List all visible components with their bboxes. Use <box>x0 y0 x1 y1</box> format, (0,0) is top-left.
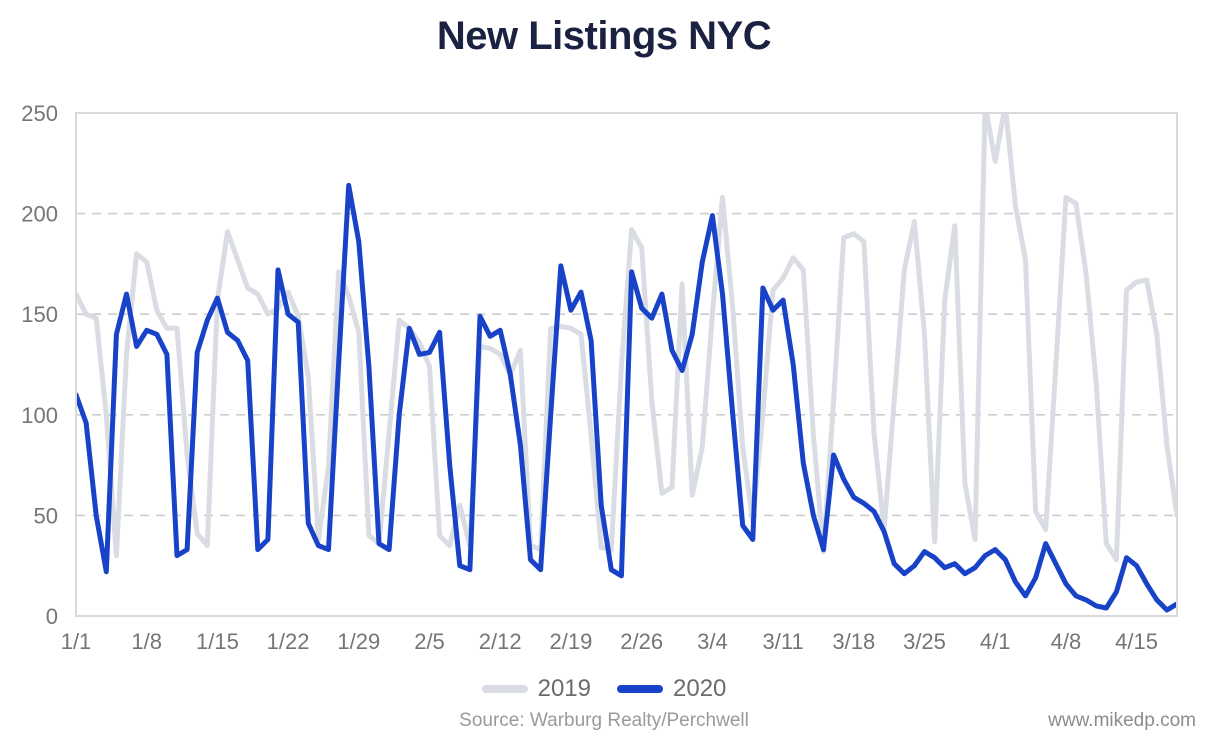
plot-border <box>75 112 1178 617</box>
x-axis-tick-label-4-1: 4/1 <box>980 629 1011 654</box>
y-axis-tick-label-200: 200 <box>21 202 58 227</box>
x-axis-tick-label-4-8: 4/8 <box>1051 629 1082 654</box>
x-axis-tick-label-3-25: 3/25 <box>903 629 946 654</box>
legend: 2019 2020 <box>0 675 1208 703</box>
series-line-2020 <box>76 182 1177 613</box>
legend-swatch-2019-line <box>481 685 528 693</box>
y-axis-tick-label-0: 0 <box>46 604 58 629</box>
legend-label-2020: 2020 <box>673 675 727 702</box>
x-axis-tick-label-4-15: 4/15 <box>1115 629 1158 654</box>
y-axis-tick-label-100: 100 <box>21 403 58 428</box>
series-line-2019 <box>76 113 1177 563</box>
legend-item-2020: 2020 <box>617 675 726 703</box>
x-axis-tick-label-1-22: 1/22 <box>267 629 310 654</box>
source-text: Source: Warburg Realty/Perchwell <box>459 710 749 731</box>
x-axis-tick-label-1-1: 1/1 <box>61 629 92 654</box>
x-axis-tick-label-2-26: 2/26 <box>620 629 663 654</box>
legend-label-2019: 2019 <box>537 675 591 702</box>
y-axis-tick-label-250: 250 <box>21 101 58 126</box>
x-axis-tick-label-1-15: 1/15 <box>196 629 239 654</box>
chart-title: New Listings NYC <box>436 14 772 58</box>
x-axis-tick-label-2-5: 2/5 <box>414 629 445 654</box>
legend-swatch-2020-line <box>617 685 663 693</box>
x-axis-tick-label-1-8: 1/8 <box>131 629 162 654</box>
x-axis-tick-label-3-4: 3/4 <box>697 629 728 654</box>
x-axis-tick-label-2-12: 2/12 <box>479 629 522 654</box>
x-axis-tick-label-2-19: 2/19 <box>549 629 592 654</box>
legend-item-2019: 2019 <box>481 675 591 703</box>
website-text: www.mikedp.com <box>1048 710 1196 731</box>
x-axis-tick-label-3-18: 3/18 <box>832 629 875 654</box>
y-axis-tick-label-150: 150 <box>21 302 58 327</box>
y-axis-tick-label-50: 50 <box>34 503 58 528</box>
x-axis-tick-label-1-29: 1/29 <box>337 629 380 654</box>
x-axis-tick-label-3-11: 3/11 <box>763 629 804 654</box>
